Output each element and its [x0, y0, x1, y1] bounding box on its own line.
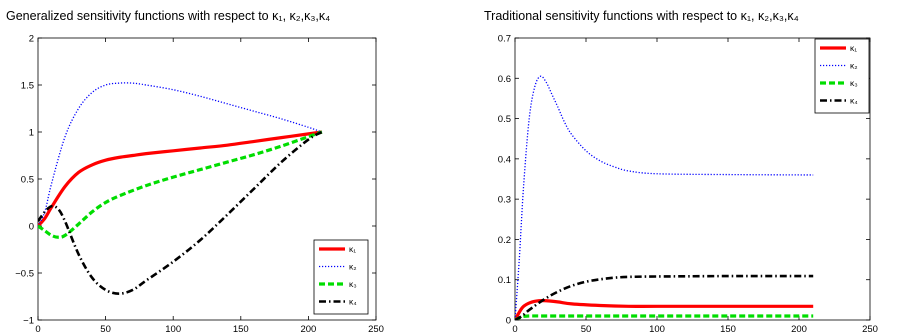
legend-label: κ₁ [850, 43, 857, 53]
series-line-kappa1 [38, 130, 323, 228]
y-tick-label: 2 [29, 34, 34, 45]
y-tick-label: 0.3 [498, 195, 511, 206]
y-tick-label: 0.5 [498, 114, 511, 125]
y-tick-label: −1 [23, 316, 34, 327]
x-tick-label: 50 [100, 324, 111, 334]
legend-label: κ₃ [349, 279, 357, 289]
legend-label: κ₁ [349, 244, 356, 254]
x-tick-label: 200 [791, 324, 807, 334]
x-tick-label: 250 [368, 324, 384, 334]
chart-title: Traditional sensitivity functions with r… [484, 9, 799, 23]
legend: κ₁ κ₂ κ₃ κ₄ [313, 239, 369, 315]
legend-box [814, 38, 870, 114]
x-tick-label: 0 [35, 324, 40, 334]
series-line-kappa2 [38, 82, 323, 227]
series-line-kappa4 [515, 274, 814, 320]
x-tick-label: 150 [233, 324, 249, 334]
x-tick-label: 200 [300, 324, 316, 334]
series-line-kappa2 [515, 75, 814, 320]
chart-traditional-sensitivity: Traditional sensitivity functions with r… [484, 9, 878, 334]
y-tick-label: 0.7 [498, 34, 511, 45]
legend-box [313, 239, 369, 315]
legend: κ₁ κ₂ κ₃ κ₄ [814, 38, 870, 114]
legend-label: κ₂ [349, 262, 357, 272]
x-tick-label: 250 [862, 324, 878, 334]
x-tick-label: 150 [720, 324, 736, 334]
x-tick-label: 0 [512, 324, 517, 334]
legend-label: κ₄ [850, 96, 858, 106]
chart-generalized-sensitivity: Generalized sensitivity functions with r… [6, 9, 384, 334]
y-tick-label: 0.6 [498, 74, 511, 85]
y-tick-label: 0.2 [498, 235, 511, 246]
legend-label: κ₄ [349, 297, 357, 307]
x-tick-label: 100 [649, 324, 665, 334]
series-line-kappa3 [38, 130, 323, 239]
y-tick-label: 0 [29, 222, 34, 233]
y-tick-label: 0.4 [498, 154, 511, 165]
chart-title: Generalized sensitivity functions with r… [6, 9, 330, 23]
plot-area [514, 37, 871, 321]
y-tick-label: 1 [29, 128, 34, 139]
legend-label: κ₃ [850, 78, 858, 88]
x-tick-label: 50 [581, 324, 592, 334]
y-tick-label: 0.5 [21, 175, 34, 186]
series-line-kappa3 [515, 314, 814, 320]
y-tick-label: −0.5 [15, 269, 34, 280]
x-tick-label: 100 [165, 324, 181, 334]
legend-label: κ₂ [850, 61, 858, 71]
y-tick-label: 1.5 [21, 81, 34, 92]
y-tick-label: 0 [506, 316, 511, 327]
y-tick-label: 0.1 [498, 275, 511, 286]
series-line-kappa1 [515, 299, 814, 320]
